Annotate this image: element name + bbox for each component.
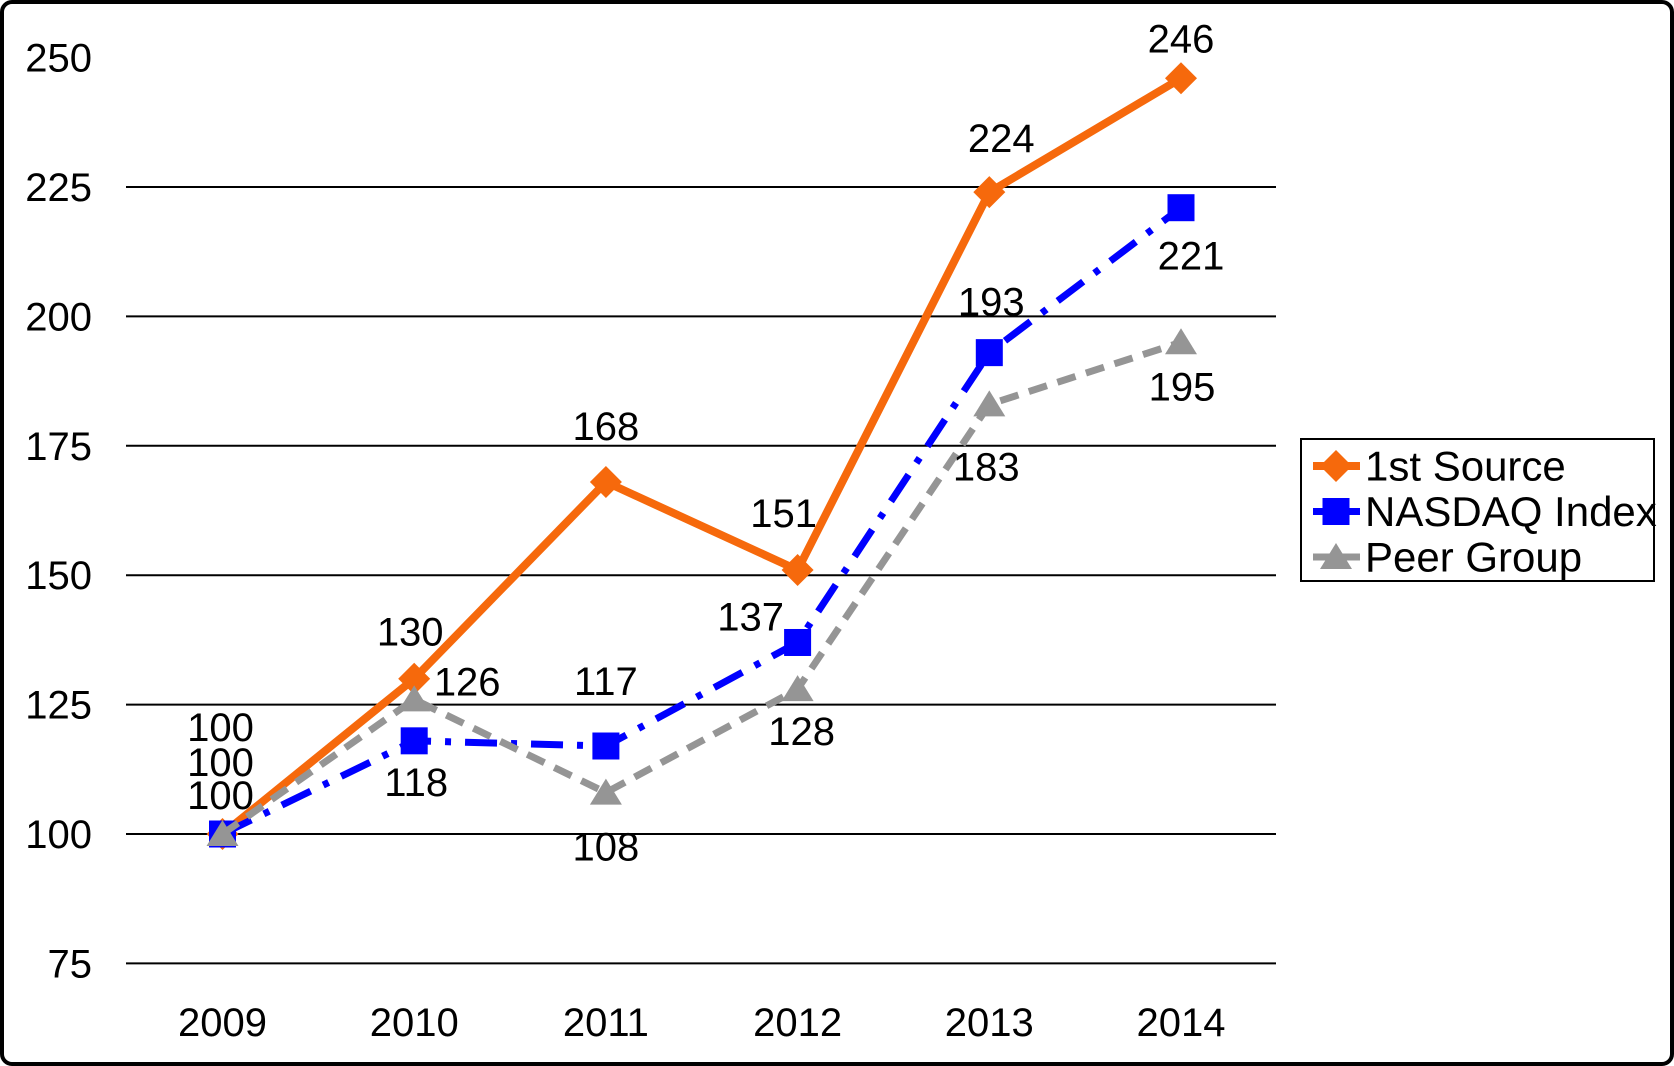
data-label-peer-group-2013: 183 [953,445,1020,489]
data-label-peer-group-2011: 108 [573,826,640,870]
data-point-nasdaq-index-2011-square-icon [592,732,620,760]
data-label-nasdaq-index-2014: 221 [1158,235,1225,279]
y-axis-tick-labels: 75 100 125 150 175 200 225 250 [25,37,92,987]
data-label-1st-source-2011: 168 [573,405,640,449]
data-point-peer-group-2012-triangle-icon [781,675,814,702]
data-point-nasdaq-index-2013-square-icon [975,339,1003,367]
data-point-peer-group-2013-triangle-icon [973,390,1006,417]
data-point-nasdaq-index-2012-square-icon [784,628,812,656]
data-label-1st-source-2014: 246 [1148,17,1215,61]
data-label-peer-group-2012: 128 [768,710,835,754]
x-axis-tick-labels: 2009 2010 2011 2012 2013 2014 [178,1001,1225,1045]
data-label-nasdaq-index-2011: 117 [574,660,638,704]
data-point-peer-group-2010-triangle-icon [398,685,431,712]
data-label-peer-group-2009: 100 [187,774,254,818]
data-point-1st-source-2011-diamond-icon [589,466,622,499]
data-label-nasdaq-index-2009: 100 [187,741,254,785]
x-tick-label-2011: 2011 [563,1001,649,1045]
data-label-nasdaq-index-2013: 193 [958,281,1025,325]
data-label-1st-source-2012: 151 [750,492,817,536]
x-tick-label-2009: 2009 [178,1001,267,1045]
y-tick-label-100: 100 [25,813,92,857]
data-point-nasdaq-index-2014-square-icon [1167,194,1195,222]
data-label-1st-source-2013: 224 [968,117,1035,161]
y-tick-label-225: 225 [25,166,92,210]
x-tick-label-2013: 2013 [945,1001,1034,1045]
data-label-nasdaq-index-2010: 118 [384,761,448,805]
y-tick-label-75: 75 [48,942,93,986]
y-tick-label-125: 125 [25,684,92,728]
series-line-peer-group [220,338,1183,837]
legend-label-peer-group: Peer Group [1365,534,1582,581]
series-nasdaq-index [209,194,1195,848]
y-tick-label-150: 150 [25,554,92,598]
data-label-peer-group-2010: 126 [434,660,501,704]
x-tick-label-2014: 2014 [1137,1001,1226,1045]
data-point-peer-group-2011-triangle-icon [589,778,622,805]
legend-marker-nasdaq-index-square-icon [1322,498,1350,525]
data-labels: 100 130 168 151 224 246 100 118 117 137 193 221 100 1… [187,17,1224,869]
legend-item-1st-source: 1st Source [1313,443,1566,490]
legend-item-peer-group: Peer Group [1313,534,1582,581]
data-label-1st-source-2009: 100 [187,706,254,750]
legend-label-1st-source: 1st Source [1365,443,1566,490]
y-tick-label-175: 175 [25,425,92,469]
series-line-nasdaq-index [220,204,1184,838]
data-point-nasdaq-index-2010-square-icon [400,727,428,755]
data-point-peer-group-2009-triangle-icon [206,820,239,846]
data-label-1st-source-2010: 130 [377,611,444,655]
data-point-1st-source-2014-diamond-icon [1165,62,1197,95]
legend-marker-1st-source-diamond-icon [1320,450,1352,482]
series-1st-source [206,62,1197,850]
data-label-nasdaq-index-2012: 137 [717,595,784,639]
legend-item-nasdaq-index: NASDAQ Index [1313,488,1657,535]
data-point-1st-source-2010-diamond-icon [398,662,431,695]
x-tick-label-2010: 2010 [370,1001,459,1045]
legend-marker-peer-group-triangle-icon [1320,543,1352,569]
x-tick-label-2012: 2012 [753,1001,842,1045]
data-point-1st-source-2012-diamond-icon [781,554,814,587]
data-point-peer-group-2014-triangle-icon [1165,328,1197,355]
y-tick-label-250: 250 [25,37,92,81]
data-label-peer-group-2014: 195 [1149,365,1216,409]
legend-label-nasdaq-index: NASDAQ Index [1365,488,1657,535]
y-tick-label-200: 200 [25,295,92,339]
gridlines [126,186,1276,965]
series-peer-group [206,328,1197,846]
series-line-1st-source [219,74,1184,838]
data-point-1st-source-2013-diamond-icon [973,176,1006,209]
